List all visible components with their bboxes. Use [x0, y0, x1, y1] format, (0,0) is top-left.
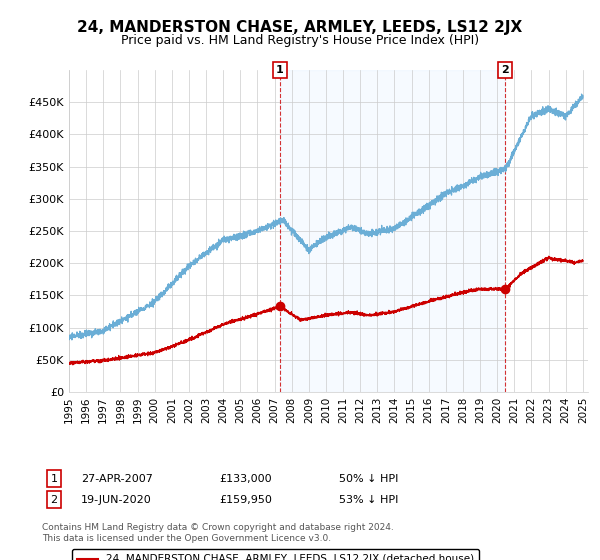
Text: Contains HM Land Registry data © Crown copyright and database right 2024.
This d: Contains HM Land Registry data © Crown c… [42, 524, 394, 543]
Text: 2: 2 [501, 65, 509, 75]
Legend: 24, MANDERSTON CHASE, ARMLEY, LEEDS, LS12 2JX (detached house), HPI: Average pri: 24, MANDERSTON CHASE, ARMLEY, LEEDS, LS1… [71, 549, 479, 560]
Text: 1: 1 [50, 474, 58, 484]
Text: Price paid vs. HM Land Registry's House Price Index (HPI): Price paid vs. HM Land Registry's House … [121, 34, 479, 46]
Text: 27-APR-2007: 27-APR-2007 [81, 474, 153, 484]
Text: £159,950: £159,950 [219, 494, 272, 505]
Text: 19-JUN-2020: 19-JUN-2020 [81, 494, 152, 505]
Text: 50% ↓ HPI: 50% ↓ HPI [339, 474, 398, 484]
Text: 24, MANDERSTON CHASE, ARMLEY, LEEDS, LS12 2JX: 24, MANDERSTON CHASE, ARMLEY, LEEDS, LS1… [77, 20, 523, 35]
Bar [280, 70, 505, 392]
Text: 2: 2 [50, 494, 58, 505]
Text: 1: 1 [276, 65, 284, 75]
Text: £133,000: £133,000 [219, 474, 272, 484]
Text: 53% ↓ HPI: 53% ↓ HPI [339, 494, 398, 505]
